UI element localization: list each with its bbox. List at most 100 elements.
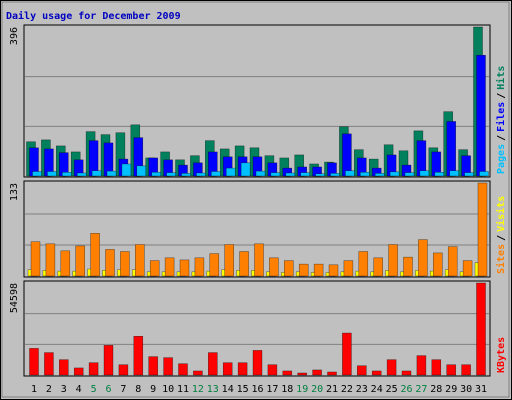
bar [330, 173, 340, 177]
legend-entry: Pages [496, 144, 507, 174]
bar [431, 359, 442, 376]
x-tick-label: 21 [326, 384, 338, 395]
bar [44, 352, 54, 376]
legend-separator: / [496, 235, 507, 241]
x-tick-label: 7 [120, 384, 126, 395]
bar [75, 245, 85, 277]
bar [357, 365, 367, 376]
x-tick-label: 12 [192, 384, 204, 395]
bar [371, 370, 382, 376]
bar [151, 171, 161, 177]
bar [88, 362, 99, 376]
x-tick-label: 8 [135, 384, 141, 395]
bar [416, 355, 427, 376]
bar [76, 172, 87, 177]
bar [446, 364, 456, 376]
bar [433, 252, 443, 277]
x-tick-label: 25 [386, 384, 398, 395]
bar [401, 370, 412, 376]
x-tick-label: 29 [445, 384, 457, 395]
bar [479, 171, 489, 177]
legend-entry: Sites [495, 244, 507, 274]
bar [179, 259, 190, 277]
bar [404, 172, 415, 177]
x-tick-label: 16 [251, 384, 263, 395]
bar [209, 253, 220, 277]
bar [476, 282, 486, 376]
y-tick-label: 133 [9, 183, 20, 201]
bar [388, 244, 398, 277]
bar [298, 263, 309, 277]
bar [449, 170, 459, 177]
bar [47, 171, 57, 177]
x-tick-label: 6 [105, 384, 111, 395]
bar [193, 370, 203, 376]
bar [446, 121, 456, 177]
x-tick-label: 28 [430, 384, 442, 395]
bar [255, 170, 266, 177]
bar [59, 359, 69, 376]
bar [45, 243, 56, 277]
bar [345, 170, 355, 177]
bar [386, 359, 397, 376]
x-tick-label: 13 [207, 384, 219, 395]
bar [118, 364, 129, 376]
bar [297, 372, 307, 376]
bar [224, 244, 234, 277]
bar [222, 362, 233, 376]
x-tick-label: 2 [46, 384, 52, 395]
x-tick-label: 20 [311, 384, 323, 395]
y-tick-label: 54598 [9, 283, 20, 313]
x-tick-label: 18 [281, 384, 293, 395]
x-tick-label: 11 [177, 384, 189, 395]
bar [252, 350, 263, 376]
bar [133, 335, 144, 376]
bar [267, 364, 278, 376]
bar [270, 172, 281, 177]
x-tick-label: 27 [415, 384, 427, 395]
bar [237, 362, 248, 376]
bar [136, 165, 147, 177]
bar [106, 170, 117, 177]
bar [120, 251, 130, 277]
legend-separator: / [496, 135, 507, 141]
bar [166, 172, 176, 177]
bar [328, 264, 339, 277]
bar [461, 364, 471, 376]
bar [418, 239, 428, 277]
bar [103, 345, 114, 376]
bar [282, 370, 293, 376]
bar [254, 243, 264, 277]
bar [312, 369, 322, 376]
bar [196, 172, 206, 177]
x-tick-label: 1 [31, 384, 37, 395]
bar [327, 371, 337, 376]
x-tick-label: 15 [237, 384, 249, 395]
bar [211, 171, 221, 177]
x-tick-label: 14 [222, 384, 234, 395]
bar [73, 367, 84, 376]
bar [121, 163, 132, 177]
bar [434, 171, 445, 177]
bar [462, 260, 473, 277]
bar [300, 172, 310, 177]
bar [194, 257, 205, 277]
y-tick-label: 396 [9, 27, 20, 45]
bar [285, 172, 296, 177]
bar [90, 233, 100, 277]
bar [477, 182, 488, 277]
bar [239, 251, 249, 277]
legend-entry: Visits [495, 196, 507, 232]
bar [476, 54, 486, 177]
bar [464, 172, 474, 177]
bar [360, 171, 370, 177]
legend-entry: Hits [495, 66, 507, 90]
x-tick-label: 22 [341, 384, 353, 395]
bar [105, 249, 115, 277]
legend-separator: / [496, 93, 507, 99]
bar [225, 167, 236, 177]
legend-entry: Files [495, 102, 507, 132]
bar [62, 171, 72, 177]
